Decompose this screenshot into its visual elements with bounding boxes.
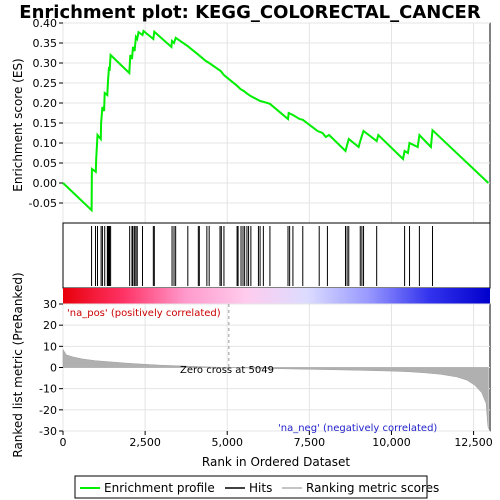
metric-y-tick-label: -30 (39, 425, 57, 438)
metric-y-axis-label: Ranked list metric (PreRanked) (11, 272, 25, 457)
legend-box (74, 475, 428, 499)
es-y-tick-label: 0.30 (33, 57, 58, 70)
enrichment-profile-line (62, 29, 490, 213)
es-y-tick-label: 0.15 (33, 117, 58, 130)
es-y-axis-label: Enrichment score (ES) (11, 58, 25, 191)
es-y-tick-label: 0.35 (33, 37, 58, 50)
positive-correlation-label: 'na_pos' (positively correlated) (67, 308, 221, 319)
metric-y-tick-label: -10 (39, 383, 57, 396)
ranking-colorbar (63, 288, 490, 304)
es-y-axis: -0.05 0.00 0.05 0.10 0.15 0.20 0.25 0.30 0.35 0.4… (29, 17, 63, 210)
x-tick-label: 10,000 (372, 436, 411, 449)
metric-y-tick-label: -20 (39, 404, 57, 417)
es-y-tick-label: 0.05 (33, 157, 58, 170)
es-y-tick-label: 0.20 (33, 97, 58, 110)
metric-y-tick-label: 10 (43, 340, 57, 353)
x-tick-label: 5,000 (211, 436, 243, 449)
metric-y-tick-label: 0 (50, 362, 57, 375)
hits-marks (91, 226, 434, 286)
x-axis: 0 2,500 5,000 7,500 10,000 12,500 (60, 431, 493, 449)
es-y-tick-label: 0.00 (33, 177, 58, 190)
x-tick-label: 2,500 (129, 436, 161, 449)
es-y-tick-label: 0.25 (33, 77, 58, 90)
x-tick-label: 0 (60, 436, 67, 449)
es-y-tick-label: 0.10 (33, 137, 58, 150)
zero-cross-label: Zero cross at 5049 (180, 365, 274, 376)
x-axis-label: Rank in Ordered Dataset (202, 455, 350, 469)
metric-y-tick-label: 20 (43, 319, 57, 332)
metric-y-axis: -30 -20 -10 0 10 20 30 (39, 298, 63, 438)
metric-y-tick-label: 30 (43, 298, 57, 311)
x-tick-label: 7,500 (294, 436, 326, 449)
es-y-tick-label: 0.40 (33, 17, 58, 30)
negative-correlation-label: 'na_neg' (negatively correlated) (278, 423, 437, 434)
legend-hits-label: Hits (249, 481, 272, 495)
x-tick-label: 12,500 (454, 436, 493, 449)
hits-panel-frame (62, 222, 491, 289)
legend-enrichment-label: Enrichment profile (104, 481, 215, 495)
ranking-metric-area (62, 348, 489, 429)
chart-title: Enrichment plot: KEGG_COLORECTAL_CANCER (19, 2, 481, 23)
legend-metric-label: Ranking metric scores (306, 481, 439, 495)
es-panel-grid (62, 22, 490, 223)
es-y-tick-label: -0.05 (29, 197, 57, 210)
